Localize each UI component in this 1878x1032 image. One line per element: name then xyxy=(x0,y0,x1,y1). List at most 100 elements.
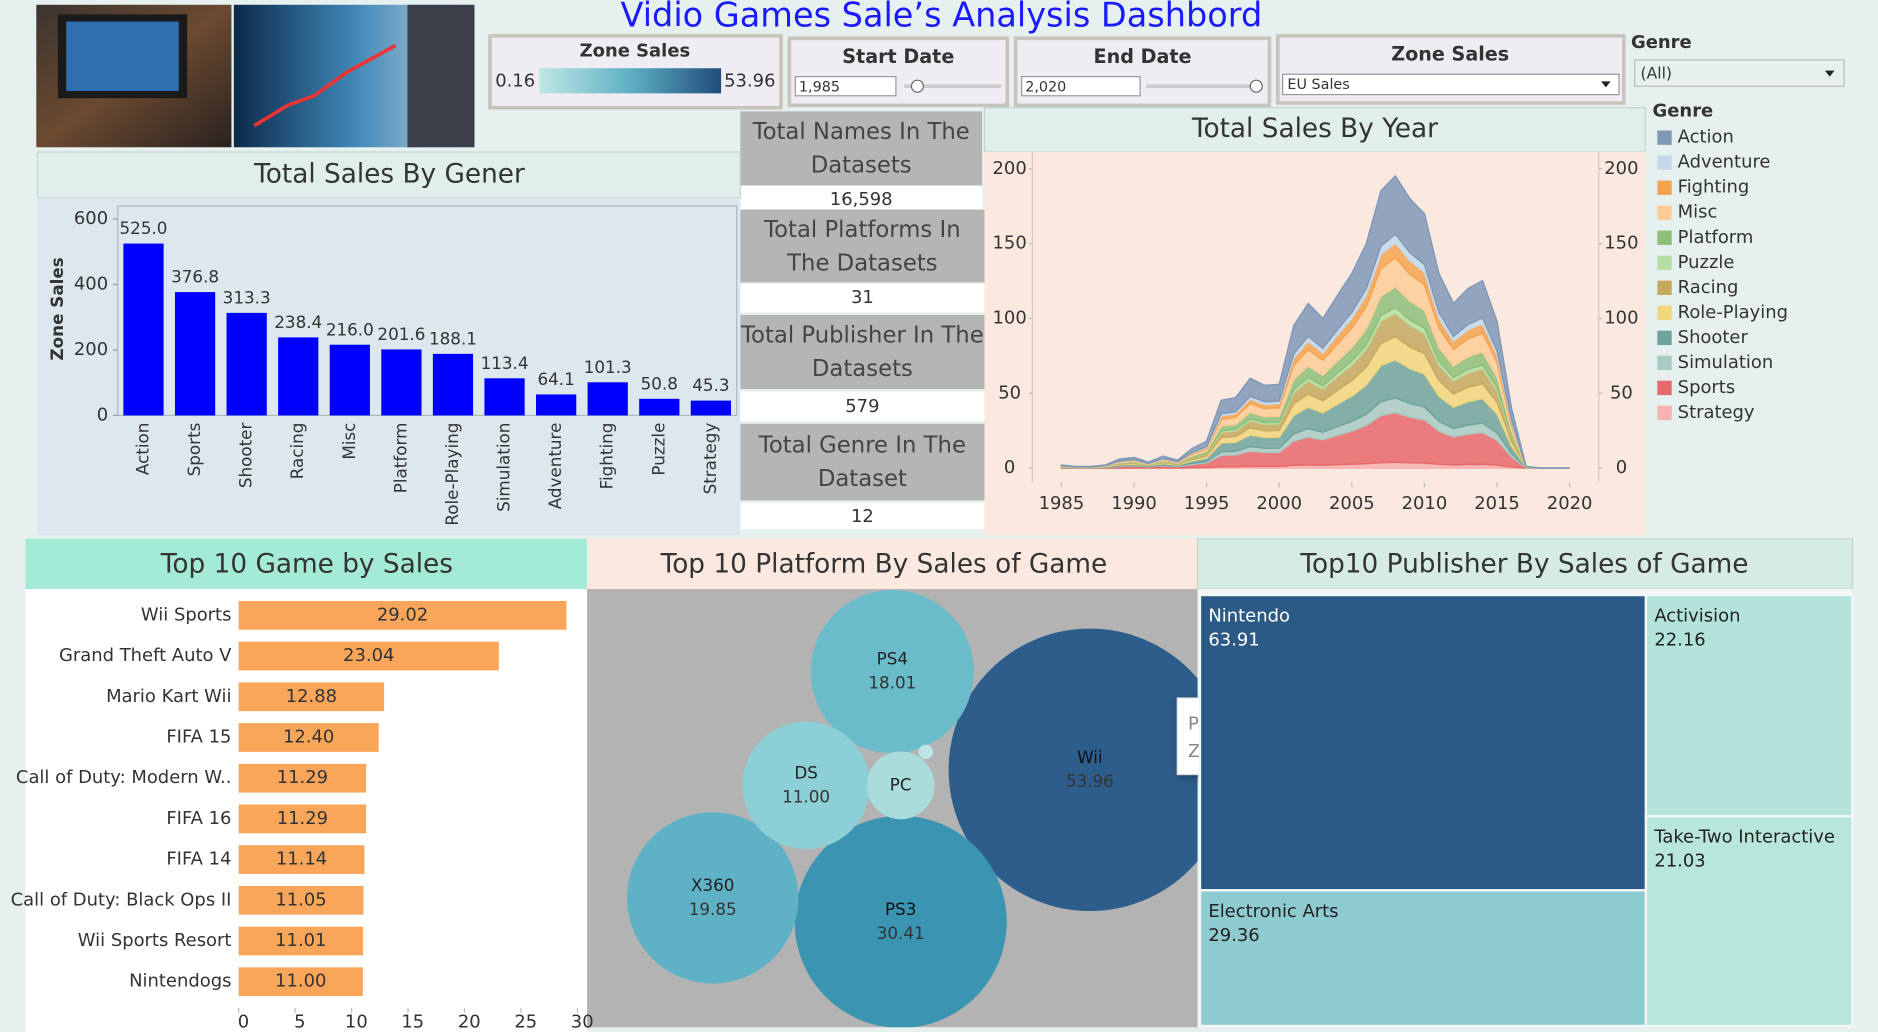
chart-title: Total Sales By Year xyxy=(1191,114,1438,144)
slider-handle[interactable] xyxy=(910,79,925,93)
dashboard-title: Vidio Games Sale’s Analysis Dashbord xyxy=(621,0,1263,34)
legend-swatch xyxy=(1657,355,1672,371)
kpi-label: Total Publisher In The Datasets xyxy=(741,322,984,382)
legend-swatch xyxy=(1657,405,1672,421)
bubble-value: 19.85 xyxy=(689,899,737,919)
treemap-cell xyxy=(1644,593,1854,818)
bubble xyxy=(918,744,934,760)
chart-title: Total Sales By Gener xyxy=(253,159,525,189)
bar xyxy=(278,337,319,416)
bar xyxy=(238,967,363,997)
x-tick-label: 2010 xyxy=(1402,493,1448,514)
y2-tick-label: 150 xyxy=(1604,233,1638,254)
chart-title: Top10 Publisher By Sales of Game xyxy=(1299,550,1748,580)
x-tick-label: 5 xyxy=(294,1011,305,1032)
y-tick-label: Mario Kart Wii xyxy=(106,686,231,707)
x-tick-label: Puzzle xyxy=(648,423,668,476)
legend-swatch xyxy=(1657,180,1672,195)
value-label: 11.05 xyxy=(275,889,326,910)
kpi-body xyxy=(740,185,983,210)
bar xyxy=(226,312,267,416)
y2-tick-label: 0 xyxy=(1616,457,1627,478)
bar xyxy=(174,292,216,416)
y-tick-label: 600 xyxy=(74,208,108,229)
x-tick-label: Fighting xyxy=(597,423,617,490)
plot-frame xyxy=(117,205,738,417)
y-tick-label: FIFA 15 xyxy=(166,726,231,747)
legend-label: Platform xyxy=(1678,227,1754,248)
bar xyxy=(432,353,474,416)
x-tick-label: 30 xyxy=(571,1011,594,1032)
bubble-label: PS3 xyxy=(885,899,916,919)
bubble-value: 11.00 xyxy=(782,786,830,806)
x-tick-label: 15 xyxy=(401,1011,424,1032)
filter-card xyxy=(787,36,1010,108)
x-tick-label: Shooter xyxy=(236,423,256,489)
bubble xyxy=(866,751,935,820)
bar xyxy=(381,349,422,416)
chart-title: Top 10 Game by Sales xyxy=(160,550,453,580)
slider-handle[interactable] xyxy=(1249,79,1263,93)
x-tick-label: 1990 xyxy=(1111,493,1157,514)
y-tick-label: Wii Sports xyxy=(141,604,232,625)
y-tick-label: 100 xyxy=(993,307,1027,328)
value-label: 376.8 xyxy=(171,267,219,287)
value-label: 11.00 xyxy=(275,971,326,992)
bar xyxy=(484,378,525,416)
photo-arrow xyxy=(253,43,397,128)
kpi-value: 16,598 xyxy=(830,189,893,210)
kpi-label: Total Genre In The Dataset xyxy=(758,432,966,493)
date-value: 2,020 xyxy=(1025,79,1066,95)
y-tick-label: FIFA 16 xyxy=(166,808,231,829)
panel-header xyxy=(587,538,1198,590)
value-label: 216.0 xyxy=(326,319,374,339)
value-label: 50.8 xyxy=(641,373,678,393)
bubble-label: DS xyxy=(794,762,818,782)
legend-label: Shooter xyxy=(1678,327,1749,348)
kpi-header xyxy=(740,314,985,390)
legend-label: Racing xyxy=(1678,277,1739,298)
dropdown[interactable] xyxy=(1282,73,1620,96)
color-ramp xyxy=(539,68,722,94)
legend-label: Strategy xyxy=(1678,402,1755,423)
legend-label: Action xyxy=(1678,127,1734,148)
x-tick-label: Adventure xyxy=(545,423,565,510)
bubble-label: PC xyxy=(890,774,912,794)
date-input[interactable] xyxy=(1021,76,1141,97)
y-tick-label: 0 xyxy=(97,404,108,425)
y-tick-label: 200 xyxy=(993,158,1027,179)
kpi-body xyxy=(740,391,985,422)
y-tick-label: Wii Sports Resort xyxy=(78,930,232,951)
dropdown[interactable] xyxy=(1633,59,1845,87)
bar xyxy=(238,763,367,793)
x-tick-label: 1985 xyxy=(1039,493,1085,514)
x-tick-label: Sports xyxy=(184,423,204,477)
bubble-value: 53.96 xyxy=(1066,771,1114,791)
x-tick-label: 20 xyxy=(458,1011,481,1032)
bubble xyxy=(948,628,1198,912)
filter-label: Start Date xyxy=(842,45,954,68)
value-label: 12.88 xyxy=(286,686,337,707)
bar xyxy=(536,394,577,416)
date-input[interactable] xyxy=(794,76,897,97)
cell-label: Take-Two Interactive xyxy=(1653,827,1835,848)
y-tick-label: Call of Duty: Black Ops II xyxy=(11,889,232,910)
y-tick-label: FIFA 14 xyxy=(166,849,231,870)
x-tick-label: Misc xyxy=(339,423,359,460)
x-tick-label: 2005 xyxy=(1329,493,1375,514)
legend-swatch xyxy=(1657,130,1672,145)
y2-tick-label: 100 xyxy=(1604,307,1638,328)
cell-value: 22.16 xyxy=(1654,630,1705,651)
kpi-header xyxy=(740,423,985,501)
value-label: 188.1 xyxy=(429,328,477,348)
filter-label: Genre xyxy=(1631,32,1692,53)
panel-header xyxy=(1197,538,1854,590)
value-label: 11.29 xyxy=(277,767,328,788)
value-label: 201.6 xyxy=(377,324,425,344)
panel-header xyxy=(25,538,588,590)
bubble xyxy=(627,812,799,984)
monitor-screen xyxy=(66,21,179,91)
legend-label: Puzzle xyxy=(1678,252,1735,273)
kpi-value: 12 xyxy=(851,506,874,527)
photo-suit xyxy=(407,4,475,148)
